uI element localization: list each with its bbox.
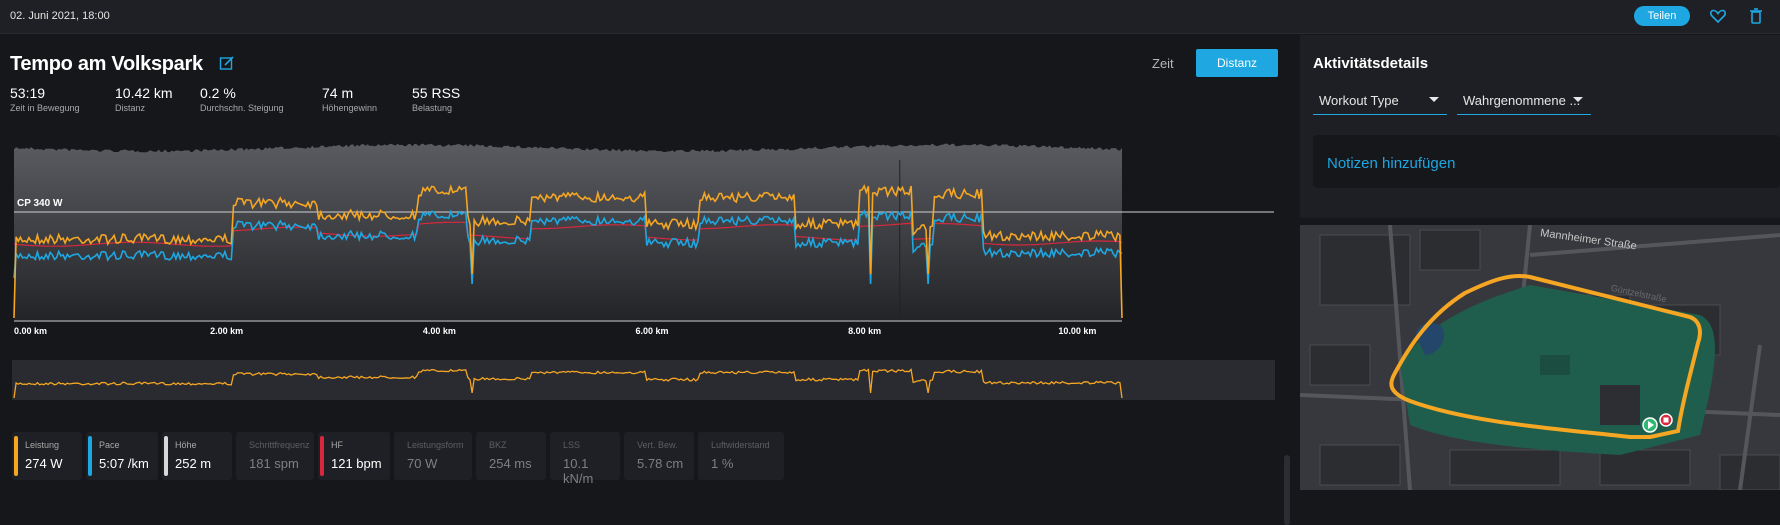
metric-label: Höhe [175, 440, 197, 450]
metric-color-bar [14, 436, 18, 476]
activity-main: Tempo am Volkspark Zeit Distanz 53:19 Ze… [0, 35, 1300, 525]
details-title: Aktivitätsdetails [1313, 55, 1429, 72]
metric-value: 1 % [711, 456, 734, 471]
top-bar: 02. Juni 2021, 18:00 Teilen [0, 0, 1780, 34]
start-icon[interactable] [1642, 417, 1658, 433]
metric-label: LSS [563, 440, 581, 450]
x-tick-label: 10.00 km [1058, 326, 1096, 336]
add-notes-link[interactable]: Notizen hinzufügen [1327, 155, 1456, 172]
metric-label: Vert. Bew. [637, 440, 678, 450]
metric-card[interactable]: Leistung 274 W [12, 432, 82, 480]
x-tick-label: 4.00 km [423, 326, 456, 336]
stat-value: 53:19 [10, 85, 46, 101]
metric-value: 274 W [25, 456, 63, 471]
map-park [1400, 285, 1715, 455]
stat-label: Distanz [115, 103, 146, 113]
series-pace [13, 209, 1123, 285]
metric-card[interactable]: Vert. Bew. 5.78 cm [624, 432, 694, 480]
share-button[interactable]: Teilen [1634, 6, 1690, 26]
cp-reference-label: CP 340 W [17, 198, 63, 209]
stat-label: Zeit in Bewegung [10, 103, 80, 113]
series-leistung [13, 184, 1123, 319]
metric-card[interactable]: HF 121 bpm [318, 432, 390, 480]
overview-background [12, 360, 1275, 400]
stat-label: Belastung [412, 103, 453, 113]
stat-value: 0.2 % [200, 85, 236, 101]
metric-value: 70 W [407, 456, 438, 471]
metric-label: Pace [99, 440, 120, 450]
activity-details-panel: Aktivitätsdetails Workout Type Wahrgenom… [1300, 35, 1780, 218]
metric-color-bar [320, 436, 324, 476]
metric-label: Leistung [25, 440, 60, 450]
metric-label: Schrittfrequenz [249, 440, 310, 450]
stat-moving-time: 53:19 Zeit in Bewegung [10, 85, 80, 113]
metric-color-bar [88, 436, 92, 476]
metric-value: 5:07 /km [99, 456, 149, 471]
metric-color-bar [164, 436, 168, 476]
metric-value: 181 spm [249, 456, 299, 471]
overview-series-leistung [13, 368, 1123, 399]
metric-value: 5.78 cm [637, 456, 684, 471]
metric-card[interactable]: Höhe 252 m [162, 432, 232, 480]
metric-card[interactable]: Schrittfrequenz 181 spm [236, 432, 314, 480]
perceived-effort-dropdown[interactable]: Wahrgenommene ... [1457, 85, 1591, 115]
metric-value: 121 bpm [331, 456, 382, 471]
metric-value: 254 ms [489, 456, 532, 471]
metric-card[interactable]: BKZ 254 ms [476, 432, 546, 480]
overview-strip[interactable] [12, 360, 1275, 400]
trash-icon[interactable] [1746, 6, 1766, 26]
stat-distance: 10.42 km Distanz [115, 85, 173, 113]
series-hoehe [14, 143, 1122, 320]
workout-type-label: Workout Type [1319, 93, 1399, 108]
edit-icon[interactable] [219, 55, 235, 71]
metric-card[interactable]: Pace 5:07 /km [86, 432, 158, 480]
finish-icon[interactable] [1659, 413, 1673, 427]
stat-value: 74 m [322, 85, 354, 101]
stat-value: 55 RSS [412, 85, 461, 101]
activity-date: 02. Juni 2021, 18:00 [10, 10, 110, 22]
stat-value: 10.42 km [115, 85, 173, 101]
x-tick-label: 8.00 km [848, 326, 881, 336]
activity-chart[interactable]: CP 340 W 0.00 km 2.00 km 4.00 km 6.00 km 8.0… [12, 138, 1275, 338]
series-hf [13, 221, 1123, 247]
x-tick-label: 0.00 km [14, 326, 47, 336]
metric-label: Leistungsform [407, 440, 464, 450]
mode-distance-toggle[interactable]: Distanz [1196, 49, 1278, 77]
route-line [1389, 274, 1702, 439]
metric-value: 10.1 kN/m [563, 456, 594, 486]
activity-title: Tempo am Volkspark [10, 53, 203, 75]
metric-card[interactable]: Leistungsform 70 W [394, 432, 472, 480]
metric-card[interactable]: LSS 10.1 kN/m [550, 432, 620, 486]
stat-label: Höhengewinn [322, 103, 378, 113]
metric-label: HF [331, 440, 343, 450]
metric-label: BKZ [489, 440, 507, 450]
chevron-down-icon [1573, 97, 1583, 102]
x-tick-label: 2.00 km [210, 326, 243, 336]
notes-box[interactable]: Notizen hinzufügen [1313, 135, 1780, 188]
mode-time-toggle[interactable]: Zeit [1152, 56, 1174, 71]
chevron-down-icon [1429, 97, 1439, 102]
stat-load: 55 RSS Belastung [412, 85, 460, 113]
x-tick-label: 6.00 km [635, 326, 668, 336]
stat-grade: 0.2 % Durchschn. Steigung [200, 85, 284, 113]
stat-elevation-gain: 74 m Höhengewinn [322, 85, 377, 113]
metric-card[interactable]: Luftwiderstand 1 % [698, 432, 784, 480]
route-map[interactable]: Mannheimer Straße Güntzelstraße [1300, 225, 1780, 490]
stat-label: Durchschn. Steigung [200, 103, 284, 113]
perceived-effort-label: Wahrgenommene ... [1463, 93, 1581, 108]
metric-label: Luftwiderstand [711, 440, 770, 450]
metric-value: 252 m [175, 456, 212, 471]
workout-type-dropdown[interactable]: Workout Type [1313, 85, 1447, 115]
heart-icon[interactable] [1708, 6, 1728, 26]
scrollbar[interactable] [1284, 455, 1290, 525]
